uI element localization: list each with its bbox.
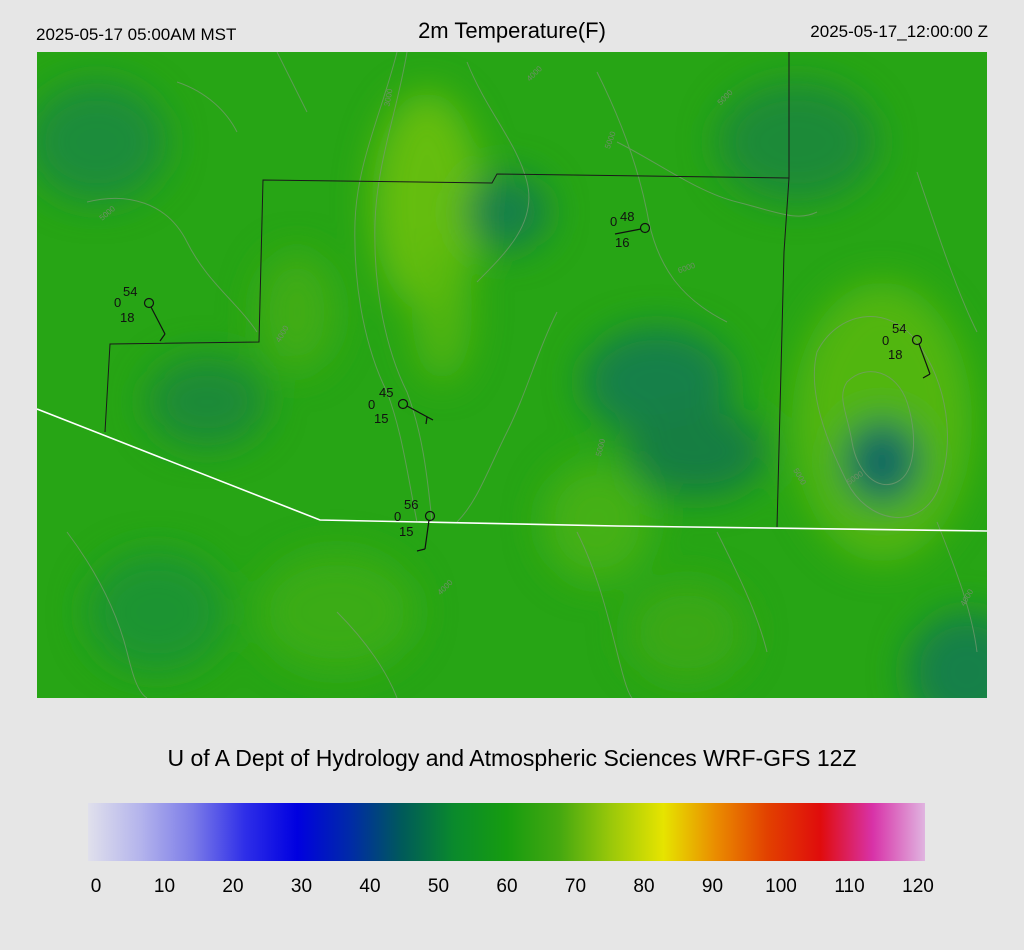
temperature-field <box>37 82 987 698</box>
station-wind: 16 <box>615 235 629 250</box>
station-circle <box>143 297 155 309</box>
station-plot: 48 0 16 <box>610 209 651 250</box>
contour-label: 3000 <box>383 87 395 107</box>
map-title: 2m Temperature(F) <box>418 18 606 43</box>
wind-barb <box>150 306 166 335</box>
station-dewpoint: 0 <box>394 509 401 524</box>
colorbar-gradient <box>88 803 925 861</box>
colorbar-tick-label: 80 <box>633 876 655 897</box>
station-circle <box>911 334 923 346</box>
station-temp: 56 <box>404 497 418 512</box>
colorbar-tick-label: 90 <box>701 876 724 897</box>
elevation-contours <box>66 52 978 698</box>
station-wind: 18 <box>120 310 134 325</box>
colorbar-ticks: 0 10 20 30 40 50 60 70 80 90 100 110 120 <box>0 876 1024 900</box>
station-dewpoint: 0 <box>368 397 375 412</box>
county-boundaries <box>104 52 790 528</box>
station-temp: 54 <box>892 321 906 336</box>
colorbar-tick-label: 0 <box>90 876 102 897</box>
colorbar-tick-label: 120 <box>902 876 934 897</box>
station-plot: 45 0 15 <box>368 385 434 426</box>
temperature-map: 3000 4000 4000 4000 4000 5000 5000 5000 … <box>37 52 987 698</box>
colorbar-tick-label: 60 <box>496 876 518 897</box>
colorbar-tick-label: 30 <box>290 876 313 897</box>
colorbar <box>88 803 925 861</box>
station-dewpoint: 0 <box>882 333 889 348</box>
colorbar-tick-label: 100 <box>765 876 797 897</box>
station-temp: 54 <box>123 284 137 299</box>
wind-barb <box>406 405 434 421</box>
wind-barb <box>424 519 430 550</box>
wind-barb <box>614 228 642 235</box>
colorbar-tick-label: 10 <box>153 876 176 897</box>
state-boundary <box>37 408 987 532</box>
colorbar-tick-label: 110 <box>834 876 865 897</box>
wind-barb <box>918 343 931 375</box>
wind-barb <box>922 373 931 379</box>
station-wind: 15 <box>374 411 388 426</box>
station-circle <box>397 398 409 410</box>
station-wind: 18 <box>888 347 902 362</box>
station-dewpoint: 0 <box>114 295 121 310</box>
colorbar-tick-label: 40 <box>359 876 381 897</box>
colorbar-tick-label: 20 <box>222 876 244 897</box>
local-time-label: 2025-05-17 05:00AM MST <box>36 25 237 44</box>
model-credit: U of A Dept of Hydrology and Atmospheric… <box>167 745 857 771</box>
colorbar-tick-label: 70 <box>564 876 587 897</box>
station-plot: 56 0 15 <box>394 497 436 552</box>
station-plot: 54 0 18 <box>114 284 166 342</box>
station-wind: 15 <box>399 524 413 539</box>
station-plot: 54 0 18 <box>882 321 931 379</box>
wind-barb <box>416 548 426 552</box>
station-temp: 48 <box>620 209 634 224</box>
station-dewpoint: 0 <box>610 214 617 229</box>
station-plots: 54 0 18 48 0 16 54 0 18 <box>114 209 931 552</box>
colorbar-tick-label: 50 <box>427 876 450 897</box>
station-circle <box>424 510 436 522</box>
wind-barb <box>159 333 166 342</box>
station-circle <box>639 222 651 234</box>
valid-time-label: 2025-05-17_12:00:00 Z <box>810 22 988 41</box>
station-temp: 45 <box>379 385 393 400</box>
wind-barb <box>425 416 428 425</box>
